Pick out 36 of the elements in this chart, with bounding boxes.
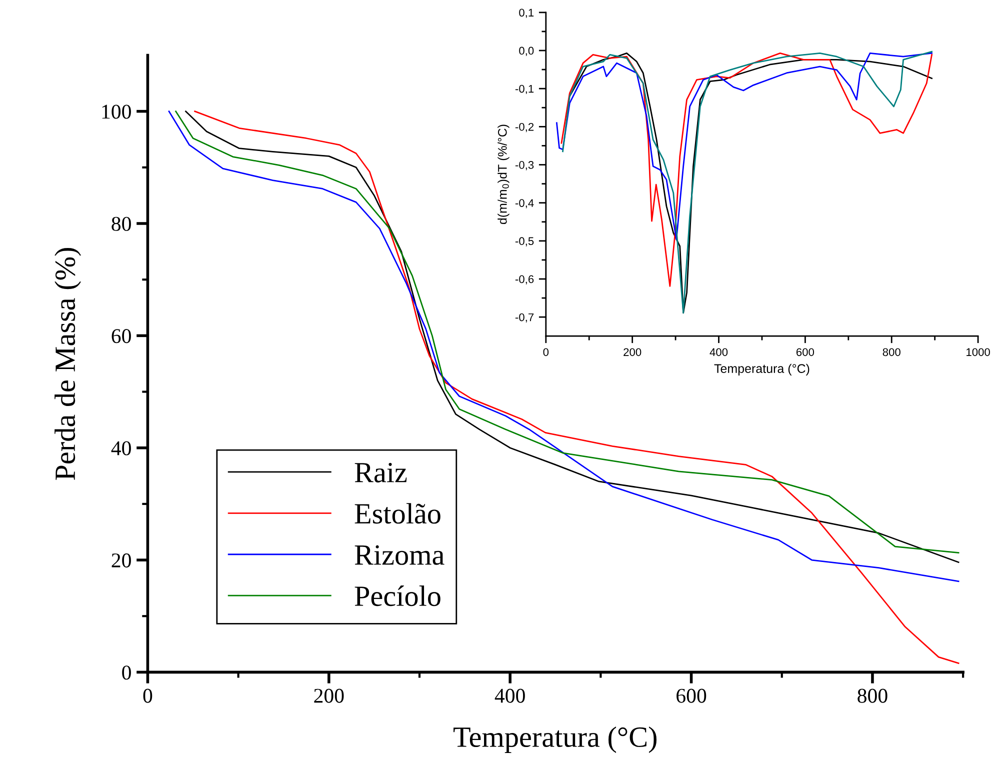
x-axis-title: Temperatura (°C) <box>454 726 656 753</box>
y-tick-label: 40 <box>111 441 131 456</box>
legend-label: Raiz <box>354 462 407 482</box>
x-axis-title: Temperatura (°C) <box>714 364 810 376</box>
y-tick-label: 100 <box>102 104 131 119</box>
x-tick-label: 600 <box>676 688 706 703</box>
y-tick-label: 60 <box>112 329 131 344</box>
line-series <box>194 110 960 664</box>
x-tick-label: 0 <box>543 348 549 356</box>
y-axis-title: d(m/m$_{0}$)dT (%/°C) <box>498 124 510 224</box>
x-tick-label: 1000 <box>966 348 990 356</box>
y-tick-label: -0,7 <box>515 313 534 323</box>
line-series <box>556 52 932 240</box>
y-tick-label: 20 <box>112 553 131 568</box>
legend-label: Estolão <box>354 503 440 524</box>
y-tick-label: -0,6 <box>515 275 534 284</box>
y-tick-label: 80 <box>112 216 131 231</box>
y-tick-label: -0,5 <box>515 237 534 246</box>
x-tick-label: 400 <box>494 688 525 703</box>
x-tick-label: 200 <box>624 348 642 356</box>
x-tick-label: 800 <box>858 688 888 703</box>
y-tick-label: -0,4 <box>515 199 534 208</box>
y-tick-label: -0,1 <box>515 84 534 94</box>
y-tick-label: 0,1 <box>519 8 534 18</box>
y-tick-label: -0,2 <box>515 122 534 132</box>
x-tick-label: 600 <box>796 348 814 356</box>
y-tick-label: 0,0 <box>519 46 534 56</box>
y-tick-label: 0 <box>122 666 131 680</box>
y-tick-label: -0,3 <box>515 161 534 170</box>
x-tick-label: 200 <box>314 688 344 703</box>
x-tick-label: 0 <box>143 688 152 703</box>
legend-label: Pecíolo <box>354 586 440 606</box>
x-tick-label: 800 <box>882 348 900 356</box>
legend-label: Rizoma <box>354 545 444 565</box>
y-axis-title: Perda de Massa (%) <box>54 248 82 480</box>
x-tick-label: 400 <box>710 348 728 356</box>
